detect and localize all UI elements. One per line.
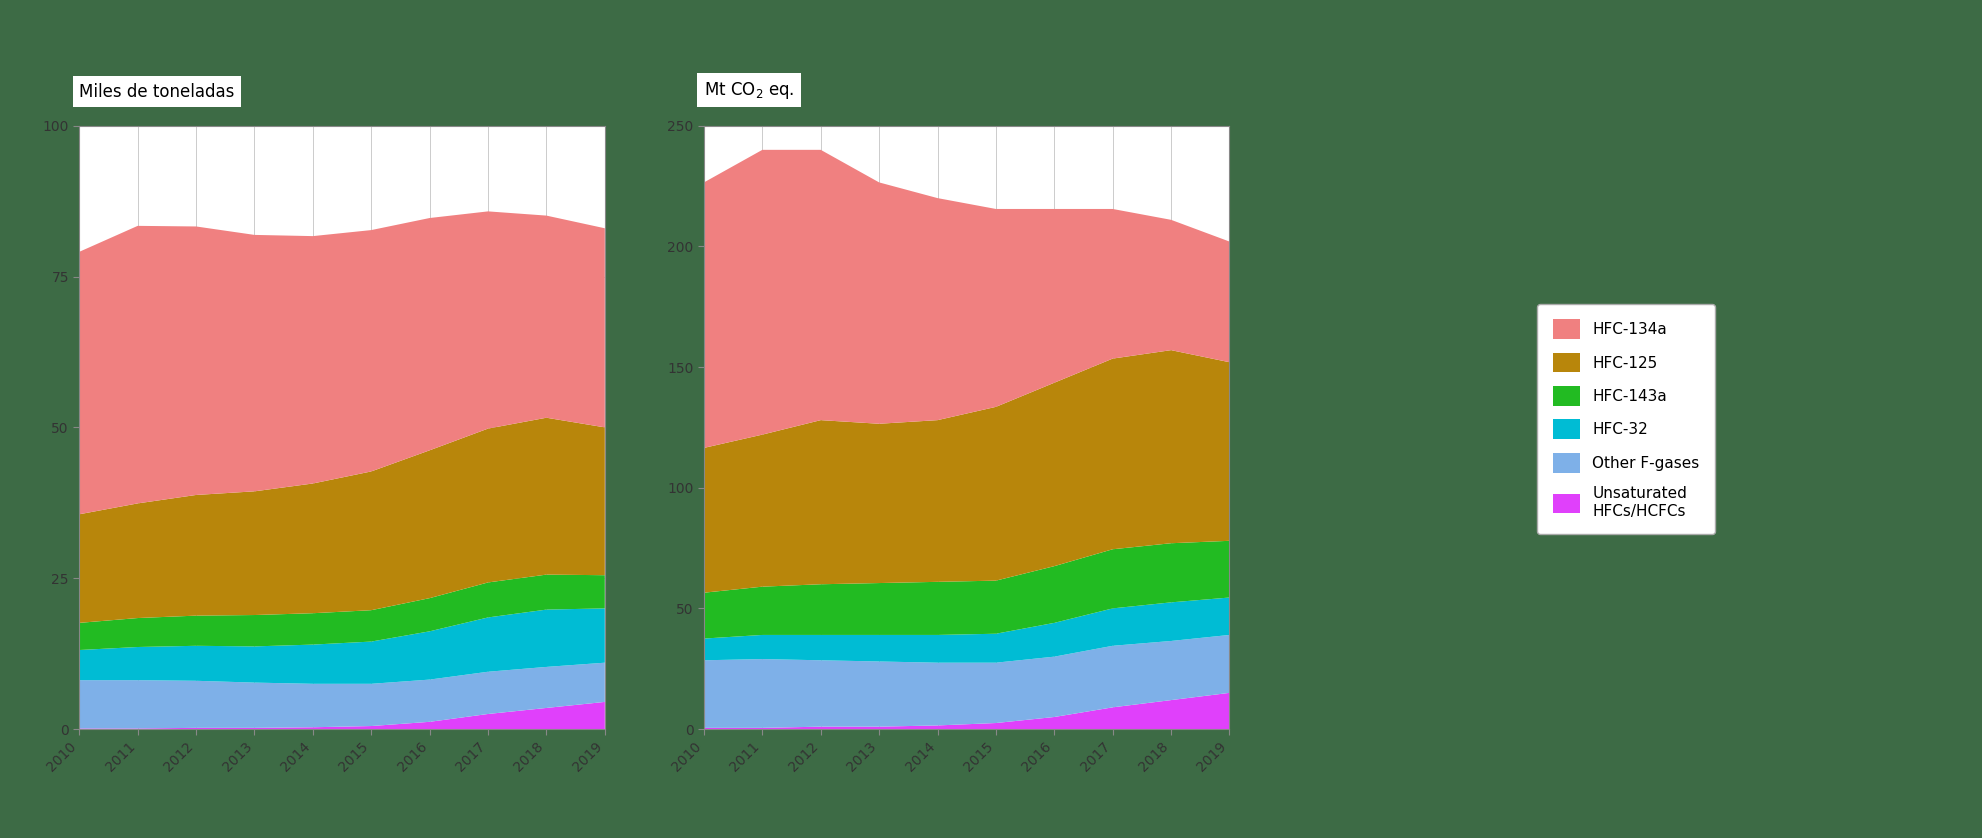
Text: Mt CO$_2$ eq.: Mt CO$_2$ eq. xyxy=(704,80,795,101)
Text: Miles de toneladas: Miles de toneladas xyxy=(79,83,234,101)
Legend: HFC-134a, HFC-125, HFC-143a, HFC-32, Other F-gases, Unsaturated
HFCs/HCFCs: HFC-134a, HFC-125, HFC-143a, HFC-32, Oth… xyxy=(1536,304,1714,534)
